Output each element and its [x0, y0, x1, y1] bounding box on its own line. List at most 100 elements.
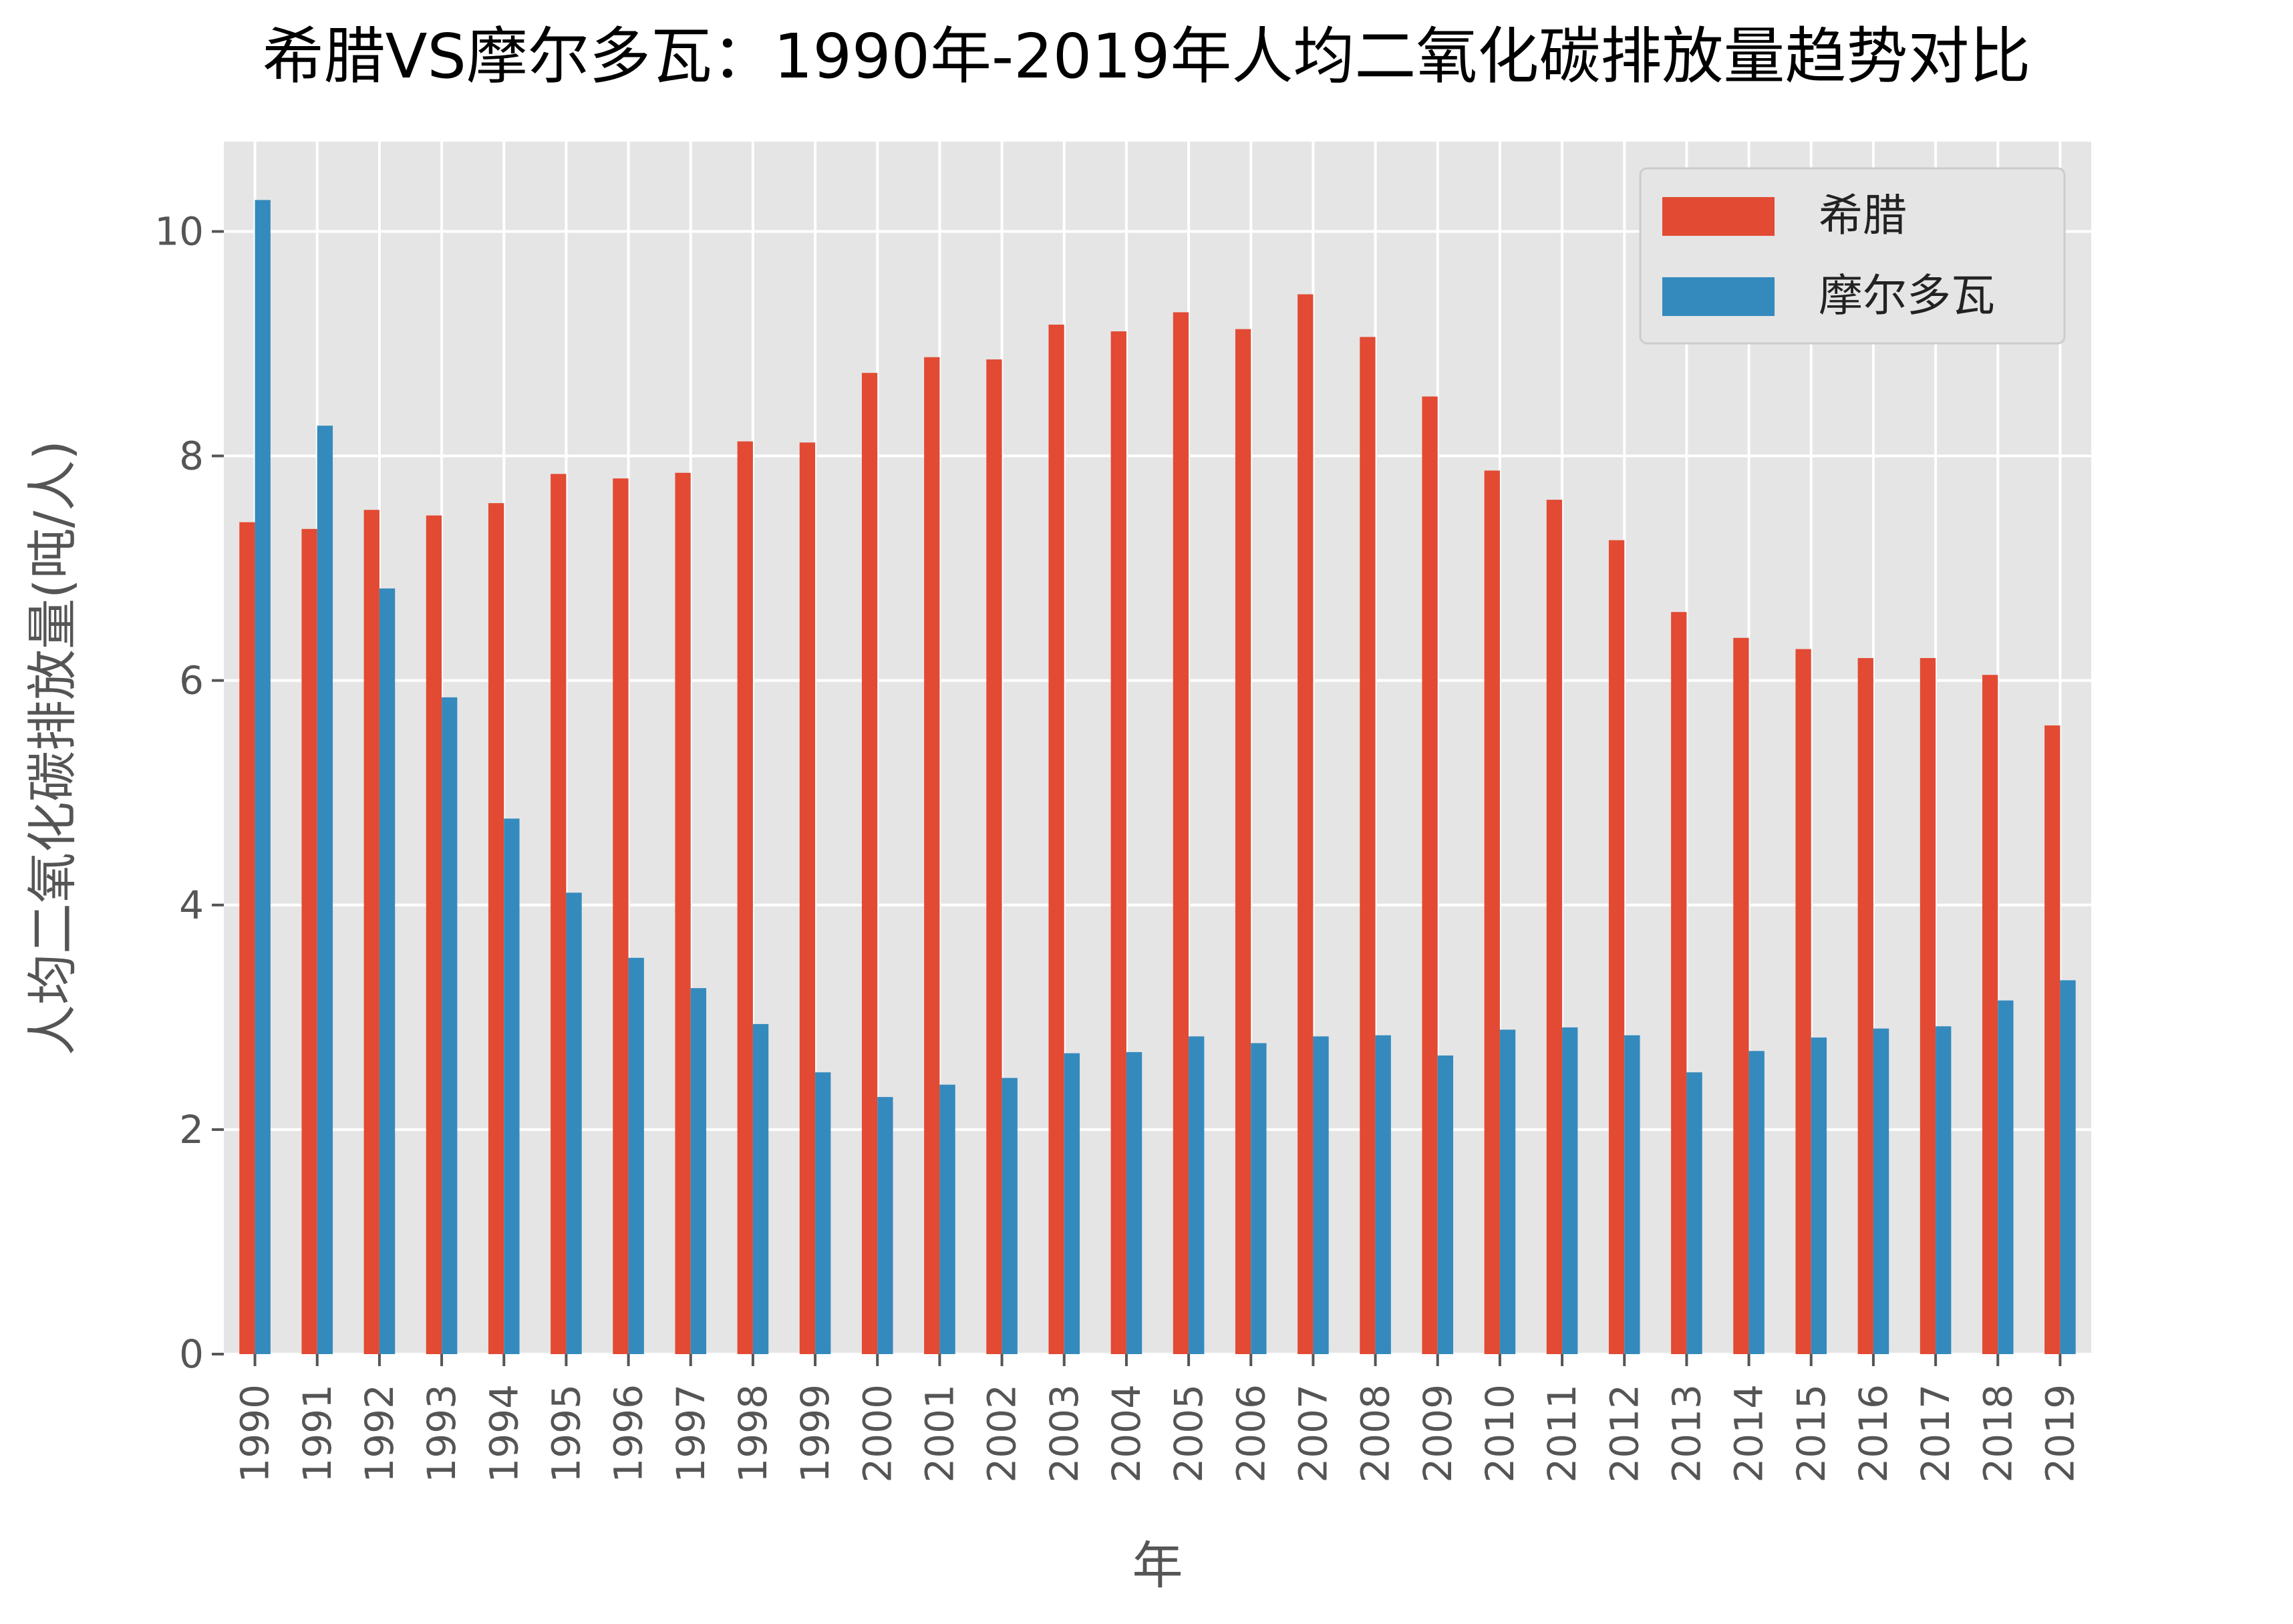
bar-摩尔多瓦-2001 [939, 1084, 955, 1354]
bar-希腊-2007 [1297, 294, 1314, 1354]
bar-摩尔多瓦-2010 [1499, 1029, 1516, 1354]
bar-希腊-1992 [363, 510, 379, 1355]
x-tick-label: 2017 [1913, 1384, 1958, 1483]
x-tick-label: 1992 [357, 1384, 402, 1483]
x-tick-label: 2010 [1477, 1384, 1523, 1483]
bar-希腊-1993 [426, 515, 442, 1354]
bar-摩尔多瓦-1990 [255, 200, 271, 1354]
y-tick-label: 0 [179, 1331, 204, 1377]
y-axis-label: 人均二氧化碳排放量(吨/人) [23, 440, 82, 1055]
bar-摩尔多瓦-2015 [1811, 1037, 1827, 1354]
x-tick-label: 1999 [792, 1384, 838, 1483]
legend-label-摩尔多瓦: 摩尔多瓦 [1819, 270, 1995, 321]
bar-希腊-2009 [1422, 396, 1438, 1354]
bar-摩尔多瓦-2004 [1126, 1051, 1142, 1354]
chart-title: 希腊VS摩尔多瓦：1990年-2019年人均二氧化碳排放量趋势对比 [262, 21, 2031, 92]
bar-摩尔多瓦-1995 [566, 892, 582, 1354]
bar-摩尔多瓦-2016 [1873, 1028, 1889, 1354]
x-tick-label: 2005 [1166, 1384, 1211, 1483]
bar-摩尔多瓦-2007 [1313, 1036, 1329, 1354]
x-tick-label: 2000 [855, 1384, 900, 1483]
bar-希腊-2019 [2044, 725, 2060, 1354]
bar-摩尔多瓦-2005 [1189, 1036, 1205, 1354]
bar-摩尔多瓦-2002 [1002, 1078, 1018, 1354]
bar-摩尔多瓦-1992 [379, 588, 396, 1354]
x-tick-label: 1996 [606, 1384, 651, 1483]
x-tick-label: 1993 [419, 1384, 464, 1483]
x-tick-label: 1998 [730, 1384, 776, 1483]
bar-希腊-2015 [1795, 649, 1811, 1354]
bar-希腊-1996 [613, 478, 629, 1354]
bar-摩尔多瓦-1991 [317, 426, 333, 1354]
x-tick-label: 1990 [233, 1384, 278, 1483]
bar-希腊-2013 [1671, 612, 1687, 1354]
bar-摩尔多瓦-2012 [1624, 1035, 1640, 1354]
bar-摩尔多瓦-1997 [690, 988, 707, 1354]
bar-摩尔多瓦-1999 [815, 1072, 831, 1354]
bar-希腊-2010 [1484, 470, 1500, 1354]
legend-swatch-摩尔多瓦 [1662, 277, 1775, 316]
x-tick-label: 2016 [1851, 1384, 1896, 1483]
bar-希腊-2002 [986, 359, 1002, 1354]
bar-摩尔多瓦-1998 [752, 1023, 769, 1354]
y-tick-label: 4 [179, 882, 204, 928]
bar-希腊-2005 [1173, 312, 1189, 1354]
x-tick-label: 2009 [1415, 1384, 1461, 1483]
x-axis: 1990 1991 1992 1993 1994 1995 1996 1997 1998 1999… [233, 1354, 2083, 1483]
bar-希腊-1994 [488, 503, 504, 1354]
bar-摩尔多瓦-1993 [442, 697, 458, 1354]
bar-摩尔多瓦-2011 [1562, 1027, 1578, 1354]
x-tick-label: 2002 [979, 1384, 1025, 1483]
x-tick-label: 2012 [1601, 1384, 1647, 1483]
bar-希腊-2016 [1857, 658, 1873, 1354]
bar-希腊-2014 [1733, 637, 1749, 1354]
legend-label-希腊: 希腊 [1819, 190, 1907, 241]
bar-摩尔多瓦-2003 [1064, 1053, 1080, 1354]
bar-希腊-2018 [1982, 675, 1998, 1354]
x-tick-label: 2007 [1290, 1384, 1336, 1483]
x-tick-label: 2011 [1539, 1384, 1585, 1483]
x-tick-label: 2019 [2037, 1384, 2083, 1483]
bar-摩尔多瓦-2013 [1686, 1072, 1702, 1354]
y-tick-label: 2 [179, 1107, 204, 1152]
x-tick-label: 2008 [1353, 1384, 1398, 1483]
bar-希腊-1991 [301, 528, 317, 1354]
y-tick-label: 6 [179, 658, 204, 703]
bar-摩尔多瓦-1996 [628, 957, 644, 1354]
bar-希腊-1990 [239, 522, 255, 1355]
bar-希腊-1999 [799, 442, 816, 1354]
bar-希腊-2011 [1546, 500, 1563, 1355]
bar-希腊-2000 [861, 373, 878, 1354]
bar-希腊-1995 [551, 474, 567, 1354]
x-tick-label: 2006 [1228, 1384, 1273, 1483]
x-tick-label: 2018 [1975, 1384, 2020, 1483]
x-axis-label: 年 [1132, 1536, 1183, 1595]
x-tick-label: 2013 [1664, 1384, 1709, 1483]
x-tick-label: 1997 [668, 1384, 714, 1483]
bar-摩尔多瓦-2009 [1437, 1055, 1454, 1354]
legend-swatch-希腊 [1662, 197, 1775, 236]
bar-摩尔多瓦-2014 [1748, 1051, 1765, 1354]
bar-摩尔多瓦-2019 [2060, 980, 2076, 1354]
bar-希腊-2003 [1048, 324, 1064, 1354]
bar-希腊-2008 [1360, 337, 1376, 1355]
bar-希腊-1998 [737, 441, 753, 1355]
x-tick-label: 2003 [1042, 1384, 1087, 1483]
bar-摩尔多瓦-1994 [504, 818, 520, 1354]
x-tick-label: 2004 [1104, 1384, 1149, 1483]
y-tick-label: 10 [154, 208, 204, 254]
bar-摩尔多瓦-2017 [1936, 1026, 1952, 1354]
bar-希腊-2006 [1235, 329, 1251, 1354]
y-tick-label: 8 [179, 434, 204, 479]
bar-摩尔多瓦-2000 [877, 1097, 893, 1354]
bar-希腊-2017 [1920, 658, 1936, 1354]
bar-摩尔多瓦-2006 [1251, 1043, 1267, 1354]
x-tick-label: 1991 [295, 1384, 340, 1483]
x-tick-label: 2015 [1789, 1384, 1834, 1483]
bar-希腊-1997 [675, 472, 691, 1354]
x-tick-label: 1995 [543, 1384, 589, 1483]
bar-希腊-2012 [1608, 540, 1625, 1355]
x-tick-label: 2014 [1726, 1384, 1772, 1483]
